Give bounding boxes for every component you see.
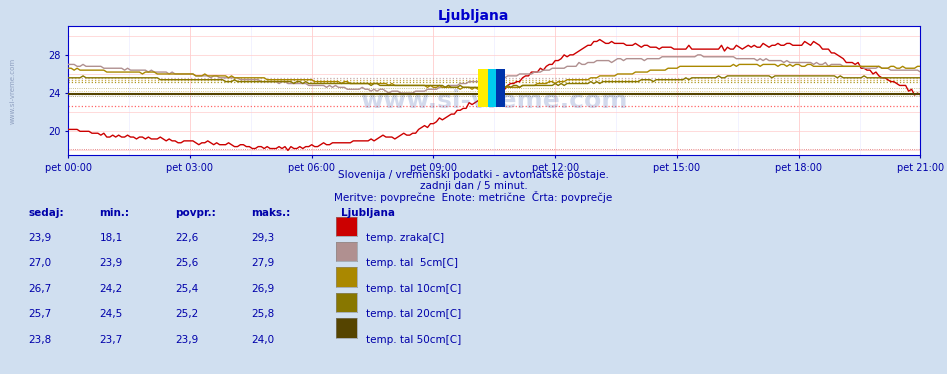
Text: 24,2: 24,2 [99,284,123,294]
Text: temp. zraka[C]: temp. zraka[C] [366,233,444,243]
Text: temp. tal 10cm[C]: temp. tal 10cm[C] [366,284,462,294]
Text: 25,7: 25,7 [28,309,52,319]
Text: 26,9: 26,9 [251,284,275,294]
Text: 18,1: 18,1 [99,233,123,243]
Text: sedaj:: sedaj: [28,208,64,218]
Text: 29,3: 29,3 [251,233,275,243]
Text: 22,6: 22,6 [175,233,199,243]
Text: temp. tal  5cm[C]: temp. tal 5cm[C] [366,258,458,269]
Text: 23,9: 23,9 [99,258,123,269]
Text: www.si-vreme.com: www.si-vreme.com [9,58,15,124]
Text: 24,0: 24,0 [251,335,274,345]
Text: temp. tal 50cm[C]: temp. tal 50cm[C] [366,335,462,345]
Text: 24,5: 24,5 [99,309,123,319]
Text: Meritve: povprečne  Enote: metrične  Črta: povprečje: Meritve: povprečne Enote: metrične Črta:… [334,191,613,203]
Text: 26,7: 26,7 [28,284,52,294]
Text: min.:: min.: [99,208,130,218]
Text: 23,8: 23,8 [28,335,52,345]
Text: povpr.:: povpr.: [175,208,216,218]
Text: www.si-vreme.com: www.si-vreme.com [361,89,628,113]
Text: 27,9: 27,9 [251,258,275,269]
Text: maks.:: maks.: [251,208,290,218]
Text: temp. tal 20cm[C]: temp. tal 20cm[C] [366,309,462,319]
Text: 25,6: 25,6 [175,258,199,269]
Text: 25,2: 25,2 [175,309,199,319]
Text: 23,9: 23,9 [175,335,199,345]
Text: 23,7: 23,7 [99,335,123,345]
Text: Ljubljana: Ljubljana [341,208,395,218]
Text: zadnji dan / 5 minut.: zadnji dan / 5 minut. [420,181,527,191]
Text: 25,8: 25,8 [251,309,275,319]
Text: Ljubljana: Ljubljana [438,9,509,23]
Text: 25,4: 25,4 [175,284,199,294]
Text: 27,0: 27,0 [28,258,51,269]
Text: 23,9: 23,9 [28,233,52,243]
Text: Slovenija / vremenski podatki - avtomatske postaje.: Slovenija / vremenski podatki - avtomats… [338,170,609,180]
